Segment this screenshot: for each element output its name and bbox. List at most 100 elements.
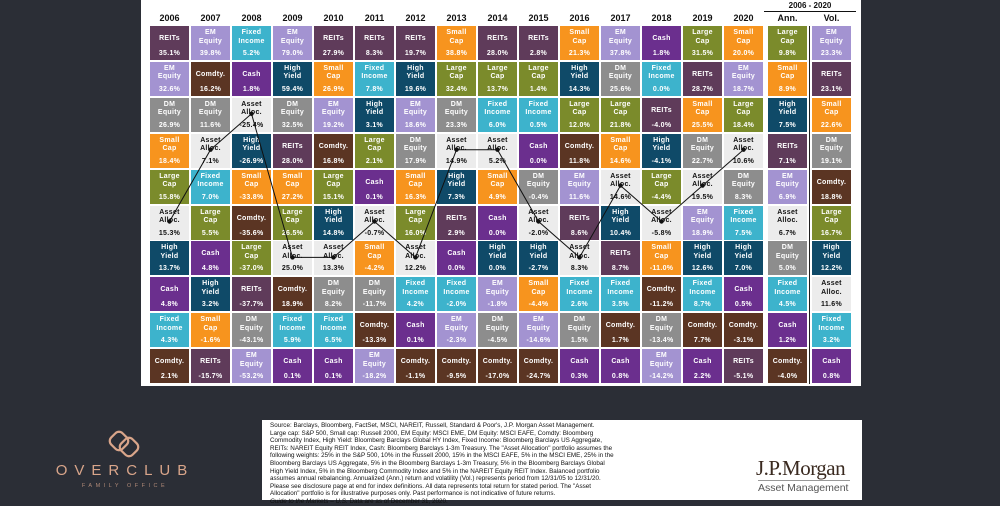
asset-label: Comdty. (605, 322, 636, 330)
return-value: 13.7% (158, 265, 181, 273)
asset-label: REITs (200, 358, 221, 366)
return-value: 0.0% (488, 265, 507, 273)
asset-label: Fixed Income (197, 172, 224, 189)
asset-label: High Yield (822, 244, 841, 260)
asset-label: Small Cap (200, 316, 221, 332)
return-value: 32.6% (158, 85, 181, 93)
asset-label: REITs (159, 35, 180, 42)
return-value: 6.5% (324, 337, 343, 345)
return-value: 26.9% (158, 121, 181, 129)
cell-aa: Asset Alloc. 7.1% (191, 133, 230, 168)
return-value: 28.7% (691, 85, 714, 93)
return-value: 5.0% (778, 265, 797, 273)
asset-label: High Yield (160, 244, 179, 260)
return-value: 3.5% (611, 301, 630, 309)
cell-small: Small Cap 20.0% (724, 26, 763, 60)
return-value: 18.6% (404, 121, 427, 129)
asset-label: High Yield (447, 172, 466, 189)
return-value: 1.2% (778, 337, 797, 345)
return-value: -0.7% (364, 229, 385, 237)
asset-label: REITs (651, 106, 672, 114)
return-value: 18.4% (158, 157, 181, 165)
column-header: 2018 (651, 13, 672, 23)
return-value: 4.8% (201, 265, 220, 273)
return-value: 12.6% (691, 265, 714, 273)
asset-label: EM Equity (690, 208, 715, 225)
return-value: 3.1% (365, 121, 384, 129)
asset-label: DM Equity (731, 172, 756, 189)
asset-label: EM Equity (198, 29, 223, 45)
asset-label: High Yield (201, 280, 220, 296)
return-value: -4.2% (364, 265, 385, 273)
asset-label: Fixed Income (566, 280, 593, 296)
asset-label: Small Cap (323, 64, 344, 81)
asset-label: DM Equity (608, 64, 633, 81)
return-value: 14.9% (445, 157, 468, 165)
asset-label: High Yield (652, 136, 671, 153)
cell-large: Large Cap 32.4% (437, 61, 476, 96)
asset-label: Large Cap (241, 244, 262, 260)
cell-aa: Asset Alloc. 6.7% (768, 205, 807, 240)
asset-label: High Yield (488, 244, 507, 260)
asset-label: REITs (323, 35, 344, 42)
cell-comdty: Comdty. -24.7% (519, 349, 558, 384)
return-value: 16.7% (820, 229, 843, 237)
cell-cash: Cash 0.0% (437, 241, 476, 276)
asset-label: REITs (777, 142, 798, 150)
cell-aa: Asset Alloc. 10.6% (724, 133, 763, 168)
cell-em: EM Equity -14.2% (642, 349, 681, 384)
cell-cash: Cash 1.8% (232, 61, 271, 96)
cell-dm: DM Equity 8.3% (724, 169, 763, 204)
asset-label: Cash (529, 142, 548, 150)
column-header: Ann. (777, 13, 798, 23)
cell-reits: REITs 23.1% (812, 61, 851, 96)
cell-dm: DM Equity -0.4% (519, 169, 558, 204)
asset-label: DM Equity (362, 280, 387, 296)
asset-label: Large Cap (159, 172, 180, 189)
asset-label: Large Cap (323, 172, 344, 189)
cell-hy: High Yield -26.9% (232, 133, 271, 168)
return-value: 7.7% (693, 337, 712, 345)
cell-cash: Cash 1.2% (768, 313, 807, 348)
asset-label: Cash (160, 286, 179, 294)
cell-aa: Asset Alloc. 25.0% (273, 241, 312, 276)
asset-label: Comdty. (482, 358, 513, 366)
asset-label: Comdty. (523, 358, 554, 366)
cell-small: Small Cap -11.0% (642, 241, 681, 276)
return-value: 3.2% (822, 337, 841, 345)
cell-small: Small Cap 4.9% (478, 169, 517, 204)
return-value: 8.7% (693, 301, 712, 309)
cell-reits: REITs 19.7% (396, 26, 435, 60)
return-value: -26.9% (239, 157, 264, 165)
cell-comdty: Comdty. -1.1% (396, 349, 435, 384)
cell-em: EM Equity 18.9% (683, 205, 722, 240)
asset-label: Asset Alloc. (821, 280, 842, 296)
cell-cash: Cash 0.1% (396, 313, 435, 348)
return-value: -53.2% (239, 373, 264, 381)
cell-hy: High Yield -4.1% (642, 133, 681, 168)
asset-label: Asset Alloc. (405, 244, 426, 260)
return-value: -1.8% (487, 301, 508, 309)
return-value: 0.1% (365, 193, 384, 201)
column-header: 2008 (241, 13, 262, 23)
return-value: 32.4% (445, 85, 468, 93)
return-value: -9.5% (446, 373, 467, 381)
asset-label: EM Equity (403, 100, 428, 117)
column-header: 2020 (733, 13, 754, 23)
return-value: 22.7% (691, 157, 714, 165)
return-value: -2.0% (528, 229, 549, 237)
return-value: 15.3% (158, 229, 181, 237)
asset-label: High Yield (570, 64, 589, 81)
cell-comdty: Comdty. 2.1% (150, 349, 189, 384)
cell-fi: Fixed Income 6.0% (478, 97, 517, 132)
asset-label: EM Equity (362, 352, 387, 368)
asset-label: Asset Alloc. (446, 136, 467, 153)
asset-label: Large Cap (446, 64, 467, 81)
return-value: -3.1% (733, 337, 754, 345)
return-value: 27.9% (322, 50, 345, 57)
cell-dm: DM Equity 25.6% (601, 61, 640, 96)
asset-label: Asset Alloc. (241, 100, 262, 117)
cell-reits: REITs 2.8% (519, 26, 558, 60)
cell-reits: REITs 7.1% (768, 133, 807, 168)
return-value: 14.8% (322, 229, 345, 237)
